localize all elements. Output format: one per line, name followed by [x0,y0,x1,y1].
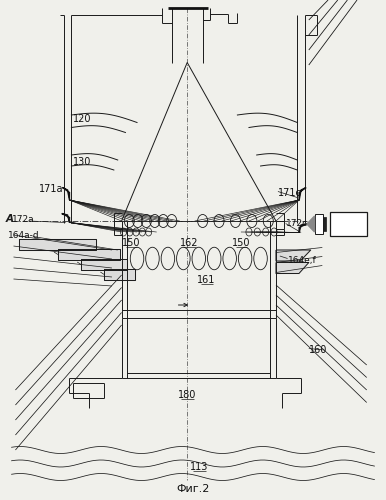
Text: 164a-d: 164a-d [8,230,39,239]
FancyBboxPatch shape [330,212,367,236]
Text: 130: 130 [73,157,92,167]
Text: 162: 162 [180,238,198,248]
Polygon shape [58,249,120,260]
Text: 161: 161 [197,275,216,285]
Polygon shape [307,216,315,232]
Text: 172a: 172a [12,214,34,224]
Text: 164e,f: 164e,f [288,256,316,264]
Text: 150: 150 [122,238,141,248]
Text: 113: 113 [190,462,208,472]
Text: 171a: 171a [39,184,69,198]
Polygon shape [19,239,96,250]
FancyBboxPatch shape [323,218,326,230]
Text: A: A [6,214,14,224]
Polygon shape [104,269,135,280]
Text: 150: 150 [232,238,251,248]
Text: 155: 155 [339,219,358,229]
Polygon shape [299,224,308,232]
Text: A: A [317,214,324,224]
Polygon shape [62,214,69,222]
Text: 172c: 172c [286,219,308,228]
Text: Фиг.2: Фиг.2 [176,484,210,494]
Polygon shape [276,250,311,261]
Polygon shape [299,188,306,200]
Text: 171c: 171c [278,188,302,198]
Polygon shape [63,188,69,200]
Text: 160: 160 [309,345,327,355]
Text: 180: 180 [178,390,196,400]
Text: 120: 120 [73,114,92,124]
Polygon shape [81,259,127,270]
FancyBboxPatch shape [315,214,323,234]
Polygon shape [276,262,309,274]
